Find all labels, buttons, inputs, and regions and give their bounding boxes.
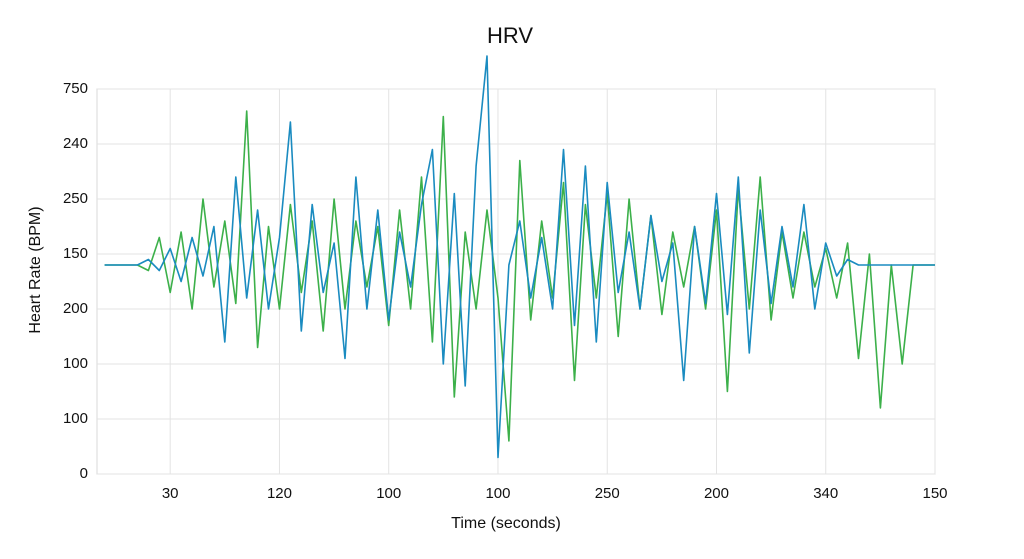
- x-tick-label: 340: [813, 485, 838, 502]
- y-tick-label: 200: [63, 300, 88, 317]
- chart-title: HRV: [487, 23, 533, 48]
- y-tick-label: 750: [63, 80, 88, 97]
- y-tick-label: 240: [63, 135, 88, 152]
- x-tick-label: 100: [376, 485, 401, 502]
- x-tick-label: 120: [267, 485, 292, 502]
- series-line: [104, 110, 935, 442]
- y-axis-label: Heart Rate (BPM): [27, 206, 44, 333]
- series-line: [104, 55, 935, 459]
- x-tick-label: 30: [162, 485, 179, 502]
- x-tick-label: 200: [704, 485, 729, 502]
- x-tick-label: 150: [922, 485, 947, 502]
- x-tick-label: 100: [485, 485, 510, 502]
- y-tick-label: 0: [80, 465, 88, 482]
- y-tick-label: 150: [63, 245, 88, 262]
- plot-frame: [96, 88, 936, 475]
- y-tick-label: 100: [63, 355, 88, 372]
- y-tick-label: 250: [63, 190, 88, 207]
- x-axis-label: Time (seconds): [451, 515, 561, 532]
- x-tick-label: 250: [595, 485, 620, 502]
- y-tick-label: 100: [63, 410, 88, 427]
